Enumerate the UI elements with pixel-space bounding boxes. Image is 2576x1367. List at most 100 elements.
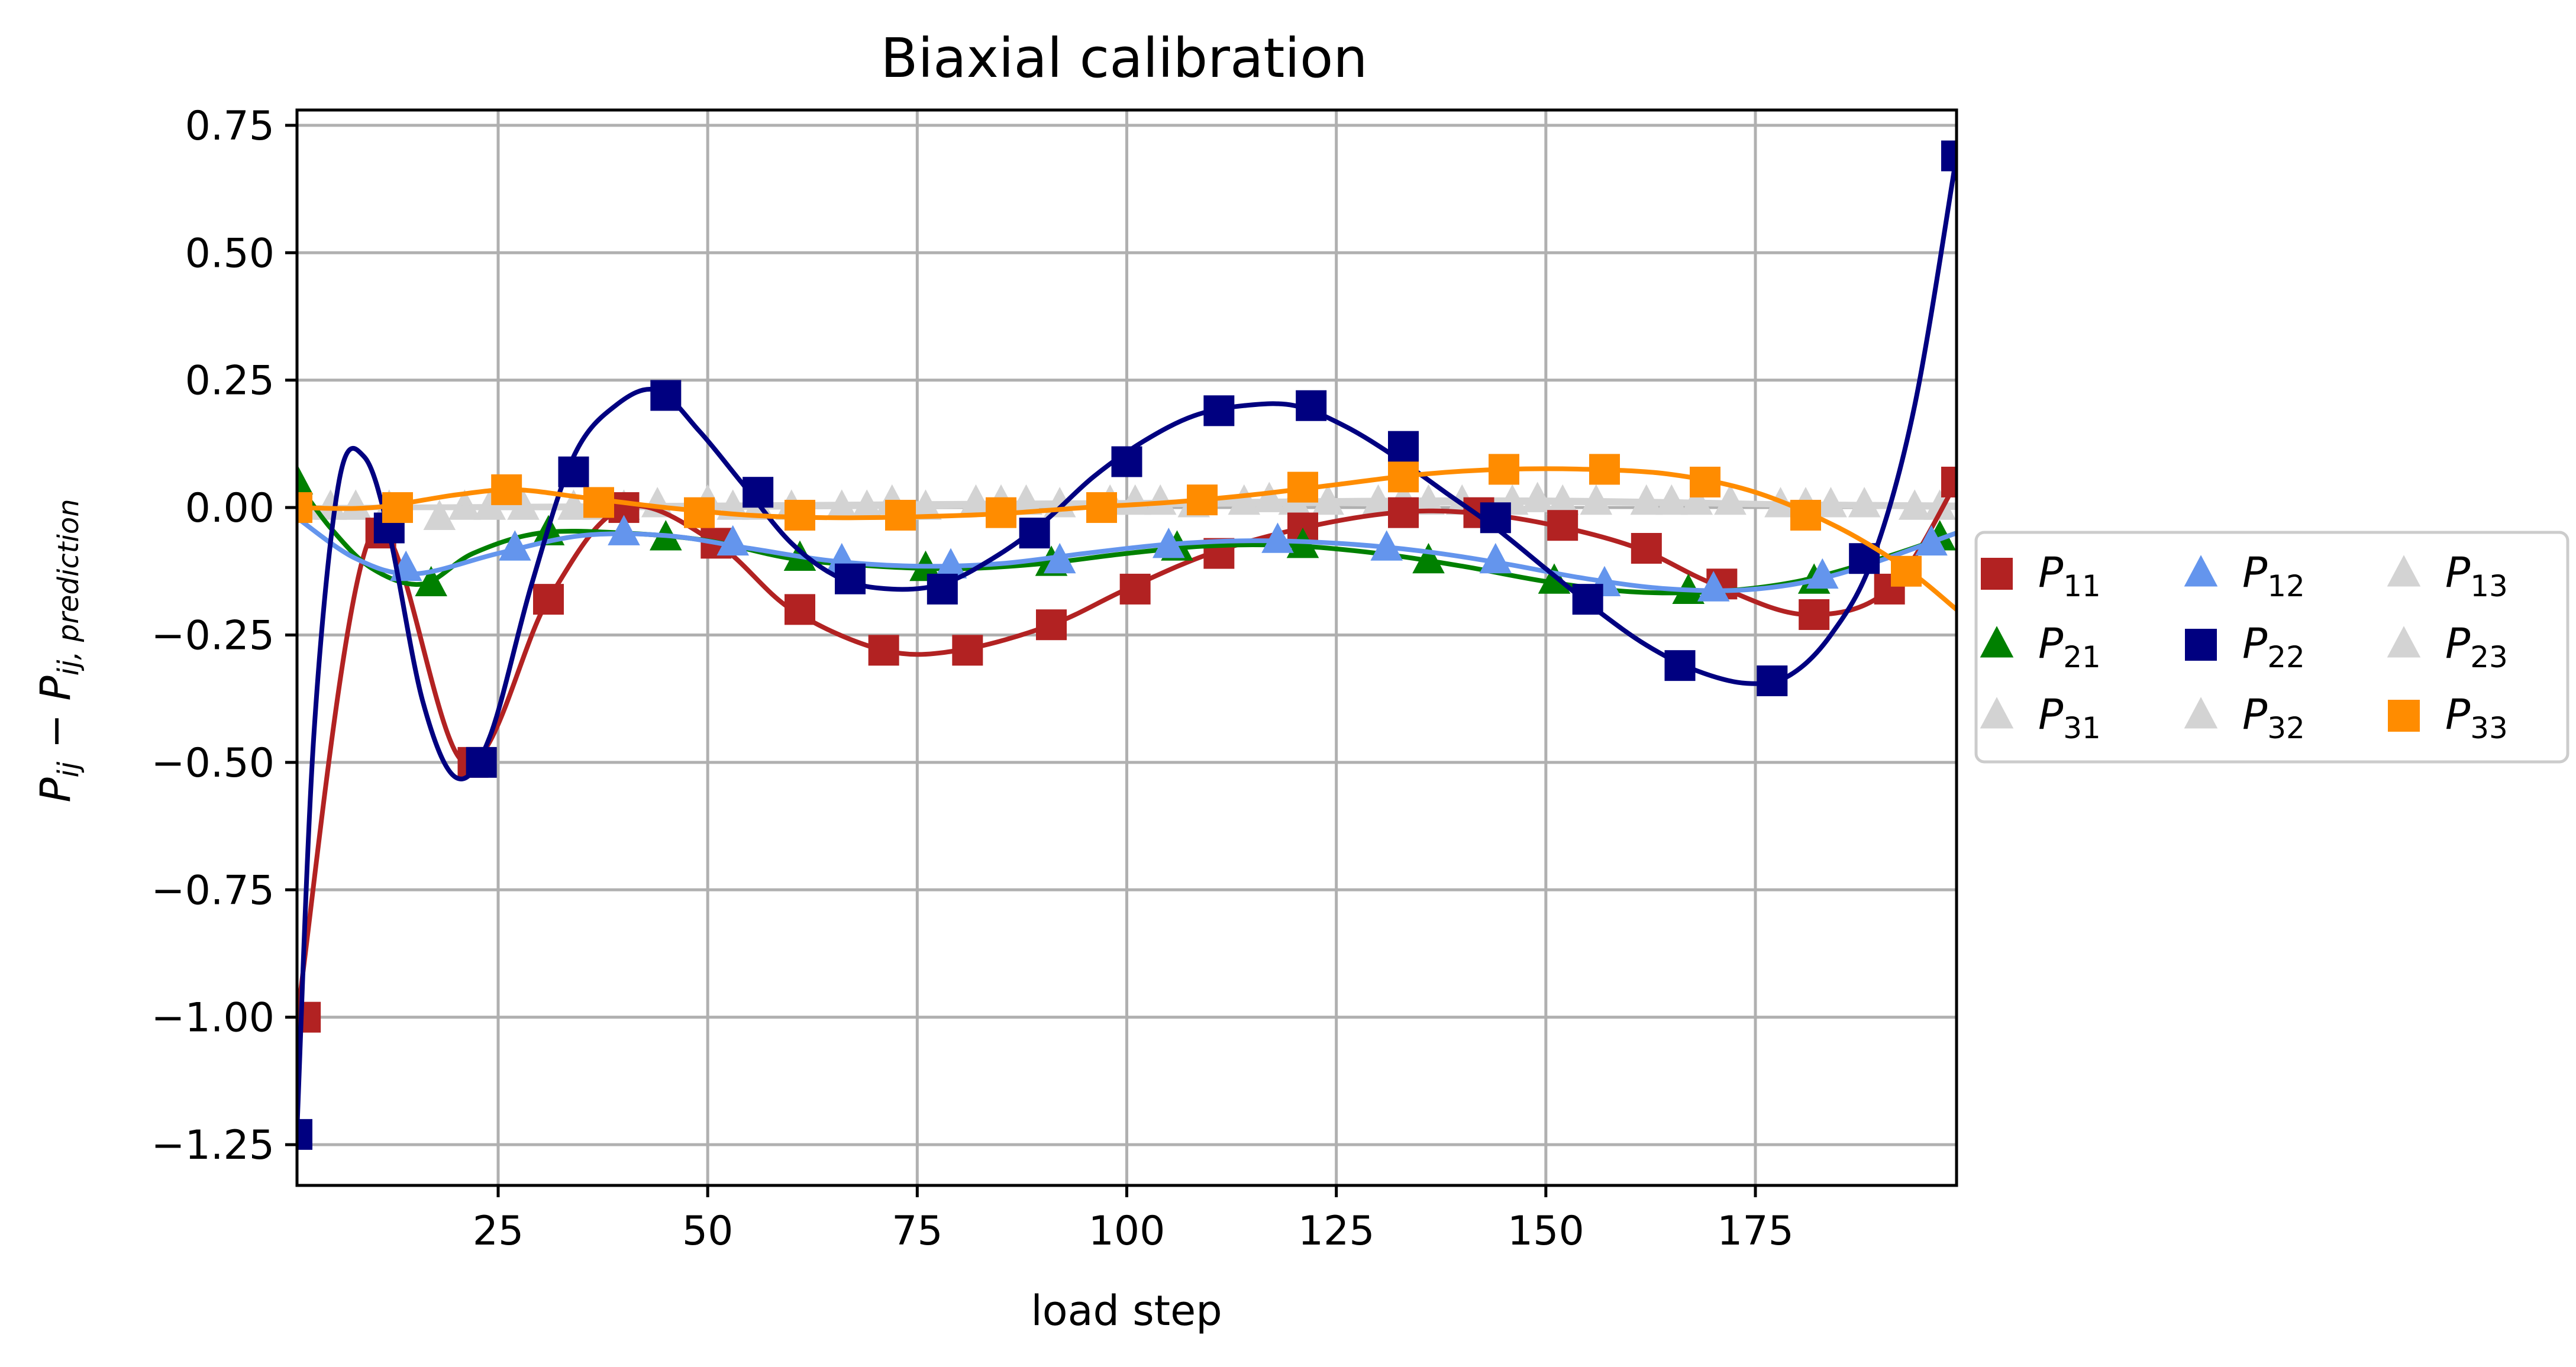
legend-item-p23: P23 bbox=[2387, 619, 2508, 674]
legend-label-p13: P13 bbox=[2445, 548, 2508, 603]
data-point-p11 bbox=[1941, 466, 1957, 497]
legend-item-p21: P21 bbox=[1980, 619, 2101, 674]
data-point-p11 bbox=[1119, 573, 1151, 605]
x-tick-label: 125 bbox=[1298, 1208, 1375, 1255]
data-point-p23 bbox=[1580, 484, 1613, 515]
y-axis-label-base-2: P bbox=[31, 676, 80, 701]
y-tick-label: −1.00 bbox=[151, 995, 275, 1042]
data-point-p33 bbox=[1388, 461, 1419, 493]
data-point-p11 bbox=[868, 635, 899, 666]
data-point-p33 bbox=[1589, 454, 1620, 485]
legend-marker-p22 bbox=[2185, 629, 2217, 661]
y-axis-ticks: 0.75 0.50 0.25 0.00 −0.25 −0.50 −0.75 −1.00 −1.2… bbox=[151, 103, 297, 1169]
data-point-p33 bbox=[491, 474, 522, 505]
data-point-p13 bbox=[1521, 481, 1554, 512]
data-point-p33 bbox=[1086, 492, 1117, 523]
data-point-p11 bbox=[1799, 599, 1830, 630]
data-point-p22 bbox=[1296, 390, 1327, 421]
legend-marker-p32 bbox=[2184, 697, 2218, 729]
x-tick-label: 150 bbox=[1507, 1208, 1584, 1255]
data-point-p12 bbox=[1806, 558, 1839, 589]
data-point-p23 bbox=[1848, 487, 1881, 518]
data-point-p31 bbox=[423, 499, 456, 530]
data-point-p22 bbox=[1480, 502, 1511, 534]
legend-marker-p13 bbox=[2387, 555, 2421, 587]
data-point-p22 bbox=[558, 456, 589, 487]
legend-label-p12: P12 bbox=[2242, 548, 2305, 603]
legend-marker-p11 bbox=[1981, 558, 2013, 590]
x-axis-ticks: 25 50 75 100 125 150 175 bbox=[473, 1185, 1794, 1255]
data-point-p22 bbox=[1388, 431, 1419, 462]
data-point-p12 bbox=[608, 515, 640, 545]
y-tick-label: 0.50 bbox=[185, 230, 275, 277]
y-axis-label: Pij − Pij, prediction bbox=[31, 499, 85, 802]
legend-item-p31: P31 bbox=[1980, 690, 2101, 745]
data-point-p12 bbox=[1370, 530, 1403, 561]
data-point-p22 bbox=[927, 573, 958, 605]
data-point-p33 bbox=[1287, 471, 1318, 503]
legend-item-p22: P22 bbox=[2185, 619, 2305, 674]
legend-item-p33: P33 bbox=[2388, 690, 2508, 745]
data-point-p33 bbox=[1790, 499, 1821, 531]
y-axis-label-minus: − bbox=[31, 701, 80, 762]
data-point-p12 bbox=[499, 530, 531, 561]
data-point-p12 bbox=[934, 548, 967, 579]
data-point-p21 bbox=[297, 464, 314, 495]
data-point-p21 bbox=[415, 565, 447, 596]
data-point-p33 bbox=[1187, 484, 1218, 516]
data-point-p33 bbox=[986, 497, 1016, 528]
data-point-p23 bbox=[1312, 484, 1344, 515]
y-tick-label: −0.50 bbox=[151, 740, 275, 787]
data-point-p13 bbox=[1253, 481, 1286, 512]
x-tick-label: 100 bbox=[1089, 1208, 1166, 1255]
data-point-p22 bbox=[1664, 650, 1696, 681]
data-point-p22 bbox=[650, 380, 682, 411]
legend-item-p11: P11 bbox=[1981, 548, 2101, 603]
data-point-p13 bbox=[1119, 484, 1151, 515]
data-point-p23 bbox=[1714, 484, 1747, 515]
data-point-p33 bbox=[382, 492, 413, 523]
legend-marker-p12 bbox=[2184, 555, 2218, 587]
data-point-p13 bbox=[448, 489, 481, 520]
data-point-p11 bbox=[1036, 609, 1067, 641]
data-point-p11 bbox=[1547, 510, 1578, 541]
data-point-p12 bbox=[1043, 542, 1076, 574]
x-tick-label: 75 bbox=[892, 1208, 943, 1255]
data-point-p23 bbox=[507, 489, 540, 520]
data-point-p12 bbox=[1697, 571, 1730, 602]
data-point-p33 bbox=[1690, 466, 1720, 497]
grid bbox=[297, 110, 1957, 1185]
data-point-p22 bbox=[835, 563, 866, 594]
x-tick-label: 50 bbox=[682, 1208, 734, 1255]
legend-label-p11: P11 bbox=[2038, 548, 2101, 603]
data-point-p11 bbox=[1631, 532, 1662, 564]
legend-label-p21: P21 bbox=[2038, 619, 2101, 674]
series-p33 bbox=[297, 454, 1957, 612]
y-tick-label: 0.75 bbox=[185, 103, 275, 150]
data-point-p13 bbox=[314, 489, 347, 520]
x-axis-label: load step bbox=[1031, 1287, 1222, 1335]
legend-item-p32: P32 bbox=[2184, 690, 2305, 745]
data-point-p12 bbox=[716, 525, 749, 556]
data-point-p33 bbox=[684, 497, 715, 528]
data-point-p33 bbox=[1891, 555, 1922, 587]
legend-label-p32: P32 bbox=[2242, 690, 2305, 745]
data-point-p32 bbox=[1144, 484, 1177, 515]
series-line-p12 bbox=[297, 516, 1957, 593]
data-point-p33 bbox=[785, 499, 815, 531]
data-point-p32 bbox=[473, 489, 506, 520]
data-point-p11 bbox=[1388, 497, 1419, 528]
data-point-p23 bbox=[909, 489, 942, 520]
data-point-p22 bbox=[466, 746, 497, 778]
data-point-p22 bbox=[1019, 518, 1050, 549]
data-point-p33 bbox=[1489, 454, 1519, 485]
data-point-p13 bbox=[1655, 484, 1688, 515]
y-tick-label: 0.00 bbox=[185, 485, 275, 532]
series-p22 bbox=[297, 140, 1957, 1150]
data-point-p22 bbox=[1203, 395, 1235, 426]
chart-title: Biaxial calibration bbox=[880, 27, 1367, 90]
data-point-p33 bbox=[583, 487, 614, 518]
data-point-p22 bbox=[1757, 665, 1788, 697]
y-axis-label-sub1: ij bbox=[52, 761, 85, 777]
